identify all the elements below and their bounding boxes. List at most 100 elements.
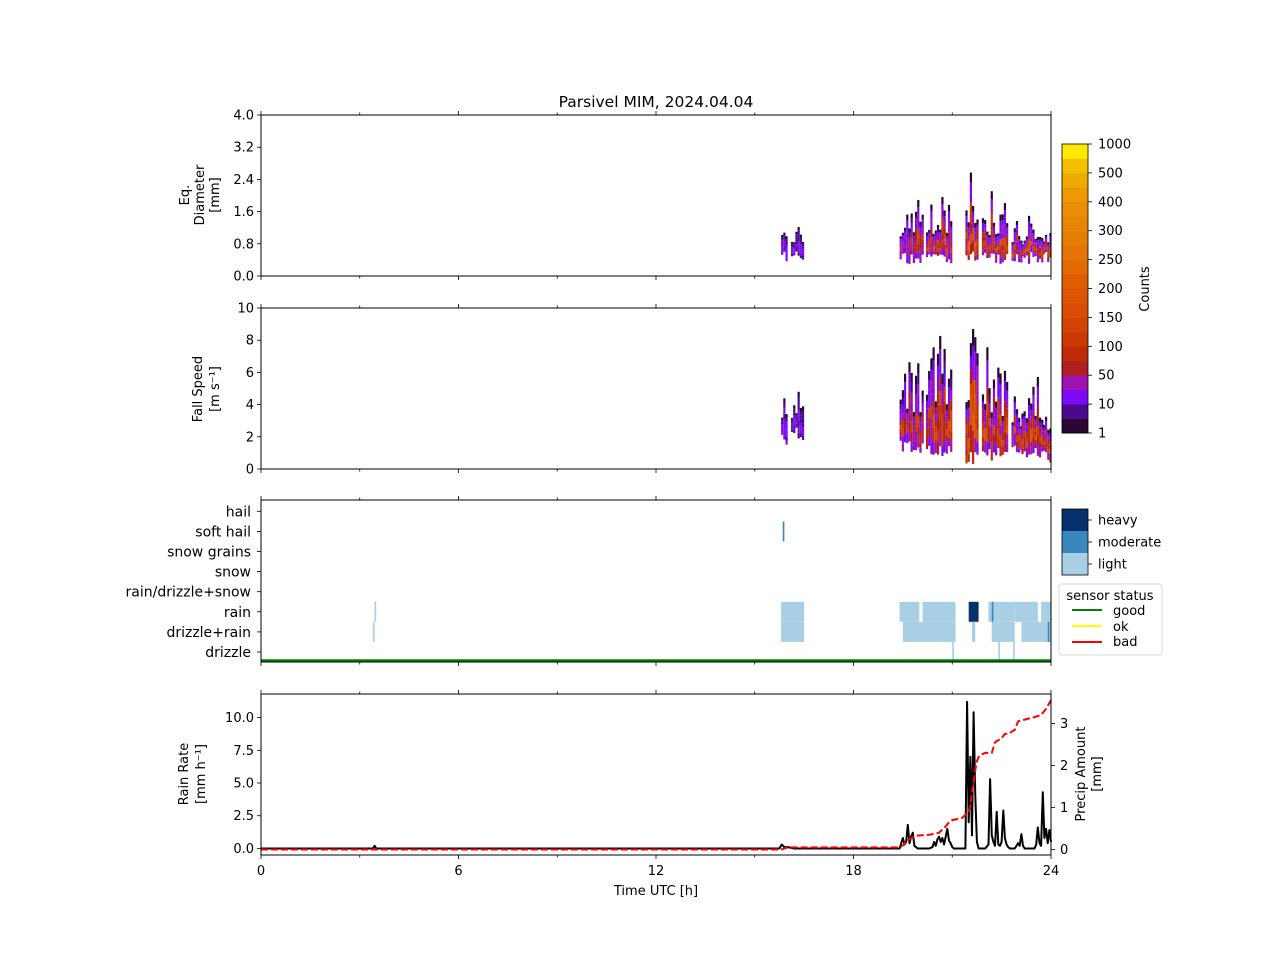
heatmap-cell (995, 252, 998, 256)
heatmap-cell (797, 227, 800, 231)
heatmap-cell (919, 242, 922, 248)
heatmap-cell (1023, 240, 1026, 243)
heatmap-cell (790, 426, 794, 429)
heatmap-cell (939, 391, 942, 405)
heatmap-cell (930, 204, 933, 212)
heatmap-cell (1044, 247, 1048, 250)
heatmap-cell (943, 216, 946, 222)
precip-amount-ylabel-2: [mm] (1090, 756, 1105, 791)
heatmap-cell (790, 247, 794, 250)
heatmap-cell (1011, 431, 1014, 435)
heatmap-cell (903, 234, 907, 238)
heatmap-cell (799, 234, 802, 238)
heatmap-cell (1049, 441, 1052, 446)
heatmap-cell (1047, 429, 1050, 434)
heatmap-cell (999, 414, 1002, 426)
heatmap-cell (1038, 247, 1042, 251)
heatmap-cell (930, 370, 933, 383)
heatmap-cell (950, 221, 953, 227)
heatmap-cell (976, 391, 979, 404)
colorbar-tick-label: 200 (1098, 282, 1123, 297)
precip-type-bar (781, 601, 805, 622)
heatmap-cell (945, 243, 948, 248)
heatmap-cell (799, 246, 802, 250)
heatmap-cell (1049, 449, 1052, 454)
heatmap-cell (928, 251, 931, 255)
heatmap-cell (899, 425, 902, 431)
heatmap-cell (1042, 444, 1045, 448)
heatmap-cell (901, 405, 904, 414)
heatmap-cell (969, 213, 973, 224)
heatmap-cell (941, 373, 944, 384)
heatmap-cell (934, 427, 937, 434)
heatmap-cell (1018, 258, 1021, 263)
heatmap-cell (914, 413, 918, 423)
heatmap-cell (986, 441, 989, 456)
heatmap-cell (974, 409, 977, 424)
heatmap-cell (1023, 411, 1026, 417)
heatmap-cell (990, 424, 993, 431)
heatmap-cell (943, 250, 946, 257)
heatmap-cell (950, 252, 953, 258)
heatmap-cell (1003, 217, 1007, 225)
heatmap-cell (908, 255, 911, 260)
heatmap-cell (799, 243, 802, 247)
heatmap-cell (930, 382, 933, 395)
heatmap-cell (934, 251, 937, 255)
heatmap-cell (986, 414, 989, 429)
heatmap-cell (1036, 426, 1039, 437)
heatmap-cell (899, 435, 902, 441)
heatmap-cell (912, 243, 915, 248)
heatmap-cell (901, 420, 904, 429)
heatmap-cell (785, 258, 788, 262)
heatmap-cell (990, 412, 993, 419)
heatmap-cell (795, 234, 798, 237)
heatmap-cell (912, 412, 915, 417)
heatmap-cell (943, 233, 946, 240)
heatmap-cell (990, 418, 993, 425)
heatmap-cell (965, 425, 968, 433)
heatmap-cell (939, 248, 942, 252)
heatmap-cell (1038, 447, 1042, 453)
heatmap-cell (899, 247, 902, 251)
heatmap-cell (988, 388, 991, 396)
heatmap-cell (1025, 423, 1028, 428)
heatmap-cell (976, 249, 979, 255)
heatmap-cell (1044, 447, 1048, 453)
heatmap-cell (1021, 248, 1024, 251)
heatmap-cell (783, 418, 786, 425)
heatmap-cell (997, 238, 1000, 242)
heatmap-cell (965, 244, 968, 250)
heatmap-cell (908, 232, 911, 238)
heatmap-cell (903, 399, 907, 408)
heatmap-cell (1015, 225, 1019, 230)
heatmap-cell (1032, 250, 1035, 254)
heatmap-cell (1041, 244, 1044, 248)
heatmap-cell (990, 191, 993, 200)
heatmap-cell (1003, 224, 1007, 232)
heatmap-cell (1032, 253, 1035, 258)
heatmap-cell (1018, 249, 1021, 253)
colorbar-segment (1062, 187, 1088, 203)
heatmap-cell (995, 237, 998, 242)
heatmap-cell (992, 238, 996, 243)
heatmap-cell (1030, 241, 1033, 245)
heatmap-cell (1044, 234, 1048, 237)
heatmap-cell (1003, 431, 1007, 442)
heatmap-cell (1025, 447, 1028, 453)
heatmap-cell (967, 415, 970, 424)
heatmap-cell (934, 245, 937, 249)
heatmap-cell (1006, 227, 1009, 231)
heatmap-cell (783, 408, 786, 414)
heatmap-cell (928, 380, 931, 390)
heatmap-cell (801, 414, 805, 419)
heatmap-cell (793, 252, 796, 254)
heatmap-cell (941, 240, 944, 248)
heatmap-cell (939, 418, 942, 433)
heatmap-cell (1034, 439, 1037, 445)
heatmap-cell (943, 426, 946, 440)
heatmap-cell (976, 403, 979, 417)
heatmap-cell (943, 439, 946, 453)
heatmap-cell (801, 255, 805, 258)
heatmap-cell (1006, 434, 1009, 444)
